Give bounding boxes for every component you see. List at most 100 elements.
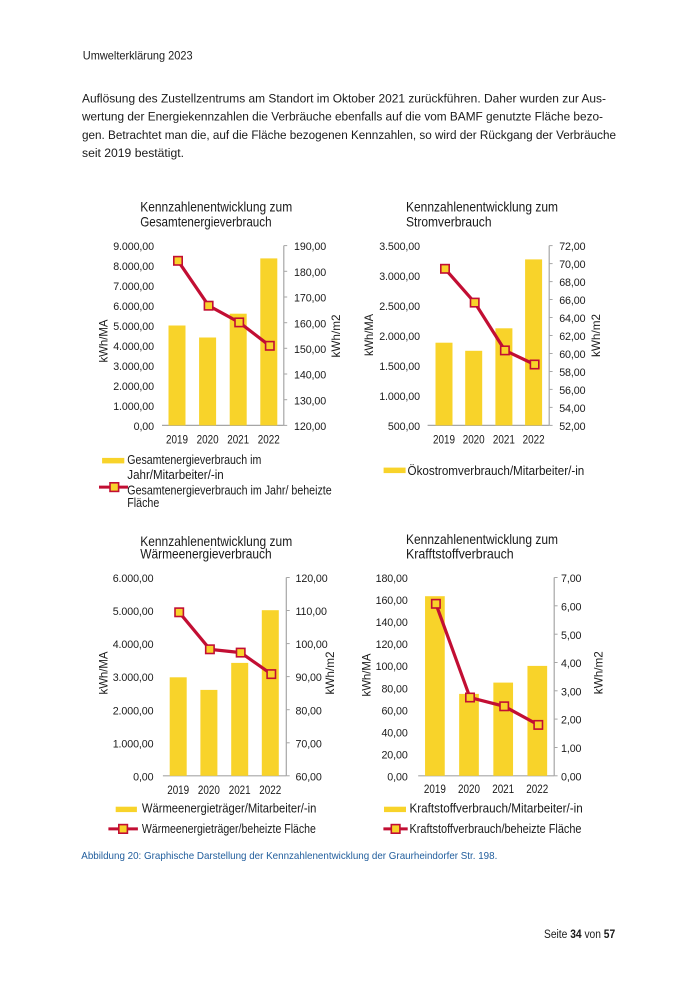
svg-text:2020: 2020: [197, 434, 219, 447]
svg-text:66,00: 66,00: [559, 295, 585, 307]
svg-text:180,00: 180,00: [376, 573, 408, 585]
svg-text:160,00: 160,00: [376, 595, 408, 607]
svg-text:Krafftstoffverbrauch: Krafftstoffverbrauch: [406, 545, 514, 561]
svg-text:2020: 2020: [463, 434, 485, 447]
svg-text:60,00: 60,00: [296, 771, 322, 783]
svg-text:Umwelterklärung 2023: Umwelterklärung 2023: [83, 48, 193, 62]
svg-text:140,00: 140,00: [294, 370, 326, 382]
svg-text:Ökostromverbrauch/Mitarbeiter/: Ökostromverbrauch/Mitarbeiter/-in: [408, 464, 585, 478]
svg-text:3.000,00: 3.000,00: [379, 271, 420, 283]
svg-text:2021: 2021: [492, 783, 514, 796]
svg-text:Wärmeenergieträger/Mitarbeiter: Wärmeenergieträger/Mitarbeiter/-in: [142, 802, 317, 816]
svg-text:6.000,00: 6.000,00: [113, 301, 154, 313]
svg-text:6.000,00: 6.000,00: [113, 573, 154, 585]
svg-text:Kennzahlenentwicklung zum: Kennzahlenentwicklung zum: [406, 199, 558, 215]
svg-text:100,00: 100,00: [296, 639, 328, 651]
svg-text:0,00: 0,00: [561, 771, 582, 783]
svg-text:130,00: 130,00: [294, 395, 326, 407]
svg-text:60,00: 60,00: [559, 349, 585, 361]
svg-text:2022: 2022: [526, 783, 548, 796]
svg-text:1.000,00: 1.000,00: [113, 401, 154, 413]
svg-text:kWh/m2: kWh/m2: [324, 652, 337, 695]
svg-text:1,00: 1,00: [561, 743, 582, 755]
svg-text:160,00: 160,00: [294, 318, 326, 330]
svg-text:20,00: 20,00: [381, 749, 407, 761]
svg-text:180,00: 180,00: [294, 267, 326, 279]
svg-text:64,00: 64,00: [559, 313, 585, 325]
svg-text:0,00: 0,00: [387, 771, 408, 783]
svg-text:62,00: 62,00: [559, 331, 585, 343]
svg-text:190,00: 190,00: [294, 241, 326, 253]
svg-text:2019: 2019: [166, 434, 188, 447]
svg-text:gen. Betrachtet man die, auf d: gen. Betrachtet man die, auf die Fläche …: [82, 128, 616, 142]
svg-text:120,00: 120,00: [296, 573, 328, 585]
svg-text:52,00: 52,00: [559, 421, 585, 433]
svg-text:120,00: 120,00: [294, 421, 326, 433]
svg-text:Kennzahlenentwicklung zum: Kennzahlenentwicklung zum: [140, 199, 292, 215]
svg-text:5.000,00: 5.000,00: [113, 321, 154, 333]
svg-text:54,00: 54,00: [559, 403, 585, 415]
svg-text:Kennzahlenentwicklung zum: Kennzahlenentwicklung zum: [406, 531, 558, 547]
svg-text:kWh/MA: kWh/MA: [363, 314, 376, 356]
svg-text:68,00: 68,00: [559, 277, 585, 289]
svg-text:2.500,00: 2.500,00: [379, 301, 420, 313]
svg-text:kWh/m2: kWh/m2: [593, 651, 606, 694]
svg-text:Jahr/Mitarbeiter/-in: Jahr/Mitarbeiter/-in: [127, 468, 223, 482]
svg-text:2020: 2020: [458, 783, 480, 796]
svg-text:kWh/MA: kWh/MA: [97, 319, 110, 362]
svg-text:9.000,00: 9.000,00: [113, 241, 154, 253]
svg-text:Wärmeenergieträger/beheizte Fl: Wärmeenergieträger/beheizte Fläche: [142, 822, 316, 836]
svg-text:70,00: 70,00: [296, 738, 322, 750]
svg-text:3.500,00: 3.500,00: [379, 241, 420, 253]
svg-text:80,00: 80,00: [381, 683, 407, 695]
svg-text:2021: 2021: [227, 434, 249, 447]
svg-text:58,00: 58,00: [559, 367, 585, 379]
svg-text:1.000,00: 1.000,00: [379, 391, 420, 403]
svg-text:4.000,00: 4.000,00: [113, 341, 154, 353]
svg-text:100,00: 100,00: [376, 661, 408, 673]
svg-text:7,00: 7,00: [561, 573, 582, 585]
svg-text:0,00: 0,00: [133, 771, 154, 783]
svg-text:2022: 2022: [259, 784, 281, 797]
svg-text:3,00: 3,00: [561, 686, 582, 698]
svg-text:70,00: 70,00: [559, 259, 585, 271]
svg-text:Kraftstoffverbrauch/beheizte F: Kraftstoffverbrauch/beheizte Fläche: [410, 822, 582, 836]
svg-text:150,00: 150,00: [294, 344, 326, 356]
svg-text:0,00: 0,00: [134, 421, 155, 433]
svg-text:3.000,00: 3.000,00: [113, 361, 154, 373]
svg-text:2.000,00: 2.000,00: [379, 331, 420, 343]
svg-text:60,00: 60,00: [381, 705, 407, 717]
svg-text:2019: 2019: [424, 783, 446, 796]
svg-text:Gesamtenergieverbrauch: Gesamtenergieverbrauch: [140, 213, 271, 229]
svg-text:2019: 2019: [433, 434, 455, 447]
svg-text:140,00: 140,00: [376, 617, 408, 629]
svg-text:4.000,00: 4.000,00: [113, 639, 154, 651]
svg-text:seit 2019 bestätigt.: seit 2019 bestätigt.: [82, 146, 184, 160]
svg-text:Abbildung 20: Graphische Darst: Abbildung 20: Graphische Darstellung der…: [81, 851, 497, 862]
svg-text:Stromverbrauch: Stromverbrauch: [406, 213, 492, 229]
svg-text:1.000,00: 1.000,00: [113, 738, 154, 750]
svg-text:4,00: 4,00: [561, 658, 582, 670]
svg-text:Wärmeenergieverbrauch: Wärmeenergieverbrauch: [140, 546, 271, 562]
svg-text:1.500,00: 1.500,00: [379, 361, 420, 373]
svg-text:2,00: 2,00: [561, 715, 582, 727]
svg-text:kWh/m2: kWh/m2: [330, 315, 343, 358]
svg-text:Kennzahlenentwicklung zum: Kennzahlenentwicklung zum: [140, 533, 292, 549]
svg-text:2022: 2022: [258, 434, 280, 447]
svg-text:kWh/m2: kWh/m2: [590, 314, 603, 357]
svg-text:3.000,00: 3.000,00: [113, 672, 154, 684]
svg-text:72,00: 72,00: [559, 241, 585, 253]
svg-text:kWh/MA: kWh/MA: [98, 651, 111, 694]
svg-text:Gesamtenergieverbrauch im: Gesamtenergieverbrauch im: [127, 453, 261, 467]
svg-text:56,00: 56,00: [559, 385, 585, 397]
svg-text:40,00: 40,00: [381, 727, 407, 739]
svg-text:8.000,00: 8.000,00: [113, 261, 154, 273]
svg-text:90,00: 90,00: [296, 672, 322, 684]
svg-text:5.000,00: 5.000,00: [113, 606, 154, 618]
svg-text:2020: 2020: [198, 784, 220, 797]
svg-text:2021: 2021: [229, 784, 251, 797]
svg-text:80,00: 80,00: [296, 705, 322, 717]
svg-text:Kraftstoffverbrauch/Mitarbeite: Kraftstoffverbrauch/Mitarbeiter/-in: [410, 802, 583, 816]
svg-text:kWh/MA: kWh/MA: [361, 653, 374, 696]
svg-text:500,00: 500,00: [388, 421, 420, 433]
